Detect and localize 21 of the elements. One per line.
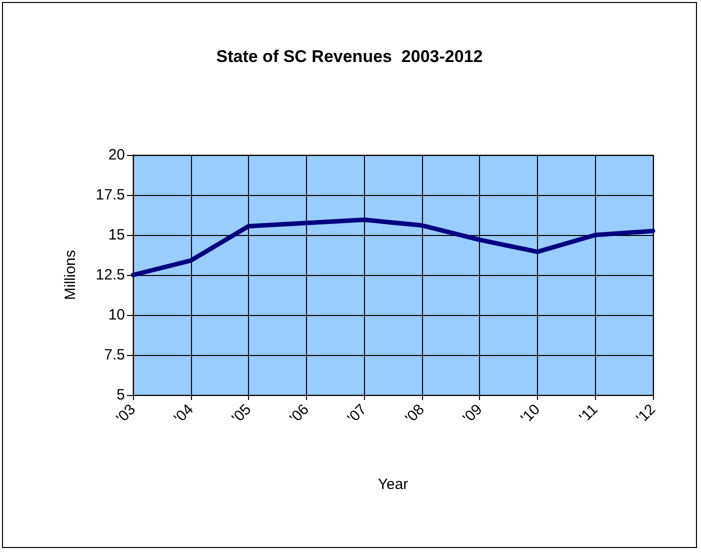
x-tick-label: '05	[228, 400, 255, 427]
x-tick-label: '10	[518, 400, 544, 427]
y-tick-label: 12.5	[96, 266, 125, 284]
y-tick-label: 7.5	[104, 346, 125, 364]
x-tick-label: '04	[170, 400, 197, 427]
chart-title: State of SC Revenues 2003-2012	[216, 47, 483, 66]
y-axis-title: Millions	[62, 250, 79, 300]
x-tick-label: '11	[576, 400, 602, 426]
x-tick-label: '07	[344, 400, 370, 427]
x-tick-label: '03	[113, 400, 140, 427]
y-tick-label: 5	[116, 386, 125, 404]
x-axis-title: Year	[378, 476, 408, 493]
y-tick-label: 15	[108, 226, 125, 244]
line-series	[130, 218, 656, 278]
x-tick-label: '09	[460, 400, 486, 427]
y-tick-label: 17.5	[96, 186, 125, 204]
y-tick-label: 10	[108, 306, 125, 324]
x-tick-label: '12	[633, 400, 660, 427]
x-tick-label: '08	[402, 400, 428, 427]
y-tick-label: 20	[108, 146, 125, 164]
x-tick-label: '06	[286, 400, 312, 427]
